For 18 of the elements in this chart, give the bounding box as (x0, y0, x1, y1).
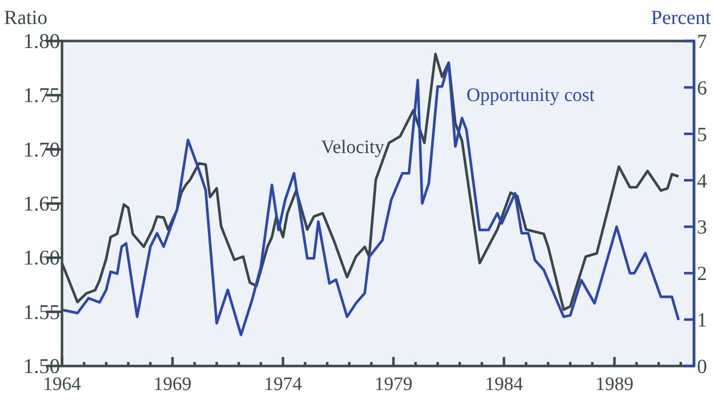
series-label: Velocity (320, 137, 385, 158)
y2-tick-label: 3 (697, 216, 707, 239)
y2-tick-label: 2 (697, 263, 707, 286)
x-tick-label: 1979 (374, 374, 412, 395)
y2-tick-label: 5 (697, 124, 707, 146)
y2-tick-label: 1 (697, 310, 707, 332)
x-tick-label: 1964 (43, 374, 82, 395)
series-label: Opportunity cost (466, 85, 596, 106)
y2-tick-label: 0 (697, 356, 707, 378)
x-tick-label: 1969 (153, 374, 192, 395)
y2-tick-label: 6 (697, 77, 707, 100)
y2-axis-title: Percent (651, 7, 712, 29)
x-tick-label: 1974 (264, 374, 302, 395)
y-axis-title: Ratio (4, 7, 48, 29)
x-tick-label: 1984 (484, 374, 524, 395)
y2-tick-label: 4 (697, 170, 707, 192)
x-tick-label: 1989 (595, 374, 634, 395)
y2-tick-label: 7 (697, 31, 707, 53)
